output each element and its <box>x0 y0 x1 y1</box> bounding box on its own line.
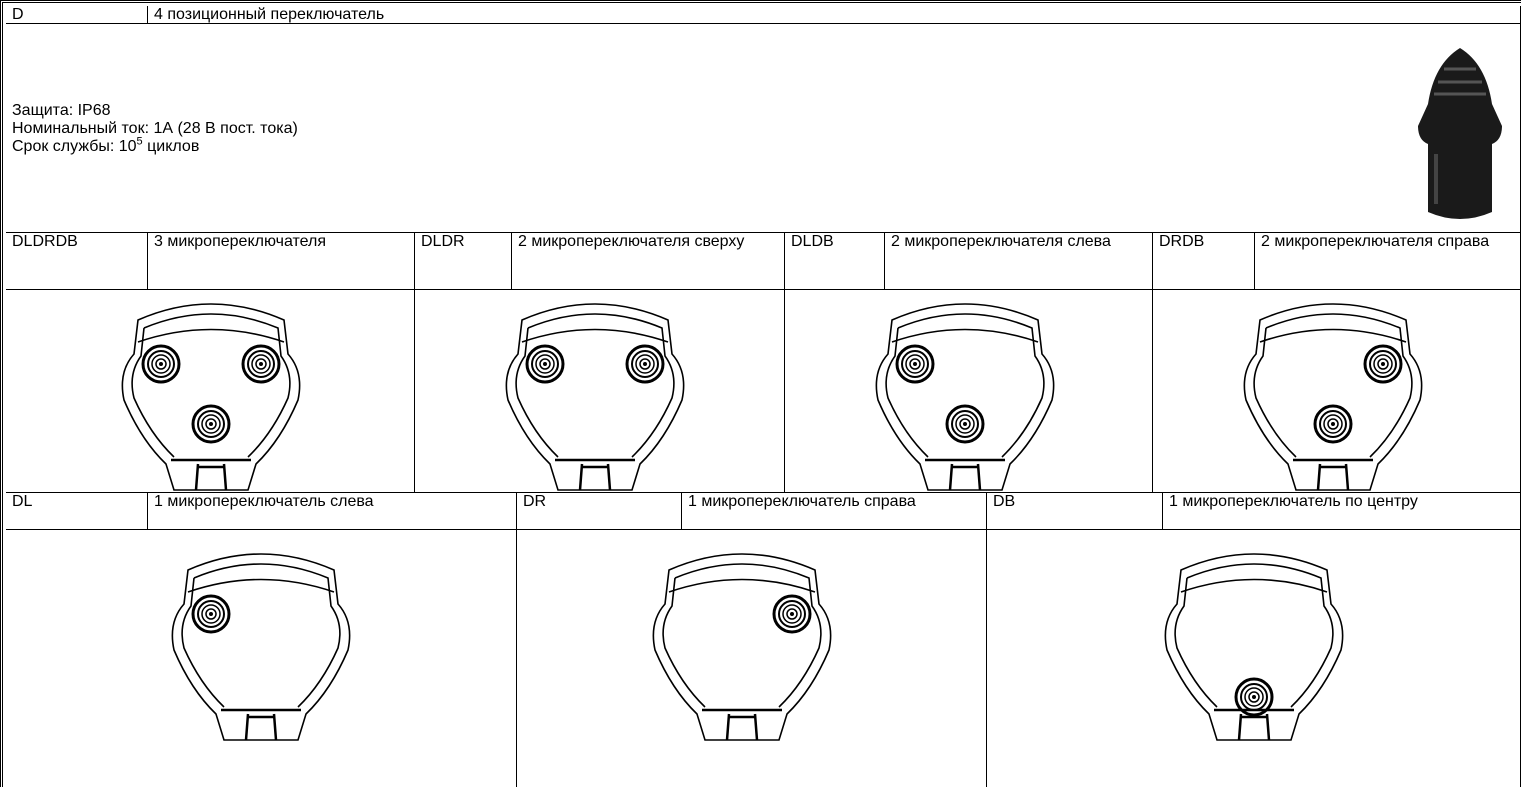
header-title: 4 позиционный переключатель <box>148 6 1521 24</box>
spec-life: Срок службы: 105 циклов <box>12 135 1514 156</box>
variant-code: DLDB <box>785 233 885 290</box>
variant-description: 3 микропереключателя <box>148 233 415 290</box>
variant-code: DRDB <box>1153 233 1255 290</box>
drawing-cell <box>6 290 415 493</box>
drawing-cell <box>415 290 785 493</box>
spec-current: Номинальный ток: 1А (28 В пост. тока) <box>12 120 298 137</box>
header-code: D <box>6 6 148 24</box>
variant-code: DL <box>6 493 148 530</box>
variant-description: 2 микропереключателя слева <box>885 233 1153 290</box>
drawing-cell <box>517 530 987 787</box>
variant-description: 1 микропереключатель слева <box>148 493 517 530</box>
variant-code: DLDRDB <box>6 233 148 290</box>
spec-protection: Защита: IP68 <box>12 102 111 119</box>
switch-drawing <box>652 552 832 742</box>
spec-life-exponent: 5 <box>136 135 143 148</box>
variant-code: DR <box>517 493 682 530</box>
spec-life-text: Срок службы: 10 <box>12 138 137 155</box>
specs-cell: Защита: IP68 Номинальный ток: 1А (28 В п… <box>6 24 1521 233</box>
switch-drawing <box>121 302 301 492</box>
drawing-cell <box>6 530 517 787</box>
drawing-cell <box>1153 290 1521 493</box>
variant-description: 2 микропереключателя сверху <box>512 233 785 290</box>
switch-drawing <box>171 552 351 742</box>
variant-code: DLDR <box>415 233 512 290</box>
switch-drawing <box>875 302 1055 492</box>
variant-description: 1 микропереключатель по центру <box>1163 493 1521 530</box>
variant-code: DB <box>987 493 1163 530</box>
switch-drawing <box>1243 302 1423 492</box>
drawing-cell <box>785 290 1153 493</box>
switch-drawing <box>1164 552 1344 742</box>
drawing-cell <box>987 530 1521 787</box>
variant-description: 1 микропереключатель справа <box>682 493 987 530</box>
variant-description: 2 микропереключателя справа <box>1255 233 1521 290</box>
spec-life-unit: циклов <box>147 138 200 155</box>
switch-photo <box>1418 48 1502 219</box>
switch-drawing <box>505 302 685 492</box>
